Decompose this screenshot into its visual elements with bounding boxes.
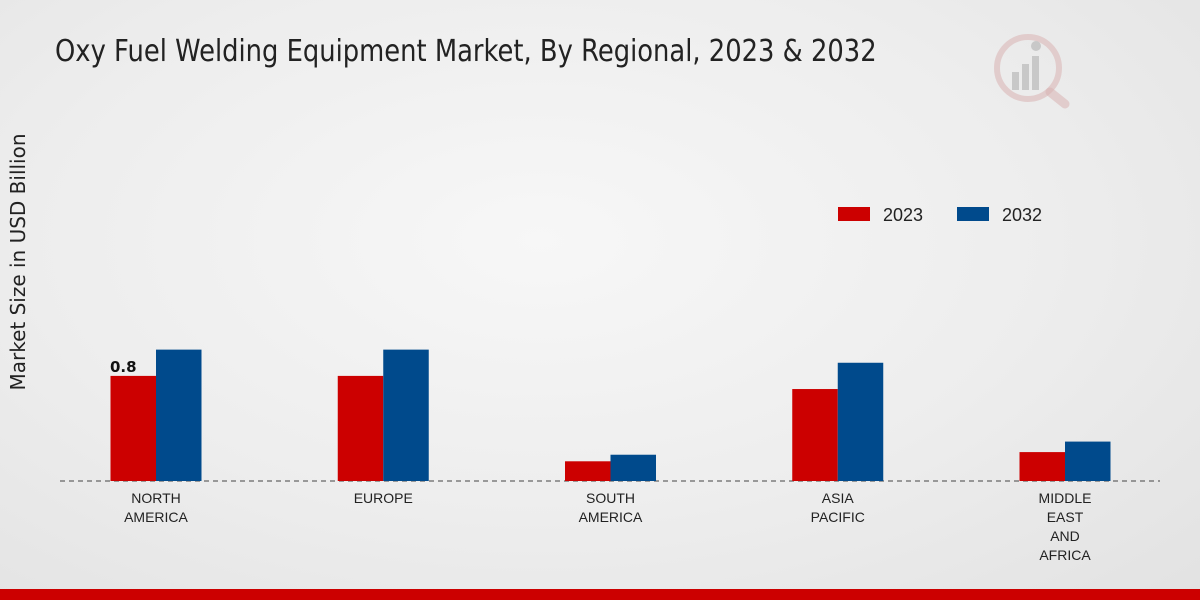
- bar-2023-3: [792, 389, 838, 481]
- legend-swatch-2032: [957, 207, 989, 221]
- bar-2023-2: [565, 461, 611, 481]
- x-tick-label: SOUTH AMERICA: [579, 490, 643, 525]
- bar-2023-1: [337, 375, 384, 481]
- legend: 2023 2032: [838, 205, 1042, 225]
- data-labels: 0.8: [110, 358, 137, 376]
- x-tick-label: MIDDLE EAST AND AFRICA: [1039, 490, 1092, 563]
- x-tick-label: ASIA PACIFIC: [811, 490, 865, 525]
- footer-bar: [0, 589, 1200, 600]
- bar-2032-0: [156, 349, 202, 481]
- data-label: 0.8: [110, 358, 137, 376]
- legend-label-2023: 2023: [883, 205, 923, 225]
- bar-2023-0: [110, 375, 156, 481]
- legend-swatch-2023: [838, 207, 870, 221]
- chart-title: Oxy Fuel Welding Equipment Market, By Re…: [55, 34, 877, 69]
- x-tick-labels: NORTH AMERICA EUROPE SOUTH AMERICA ASIA PACIFI…: [124, 490, 1091, 563]
- brand-logo-icon: [994, 34, 1070, 109]
- bars-group: [110, 349, 1111, 481]
- bar-2032-2: [610, 454, 656, 481]
- bar-2032-3: [837, 362, 884, 481]
- bar-2023-4: [1019, 452, 1065, 481]
- bar-2032-4: [1065, 441, 1111, 481]
- x-tick-label: NORTH AMERICA: [124, 490, 188, 525]
- x-tick-label: EUROPE: [354, 490, 413, 506]
- bar-2032-1: [383, 349, 429, 481]
- legend-label-2032: 2032: [1002, 205, 1042, 225]
